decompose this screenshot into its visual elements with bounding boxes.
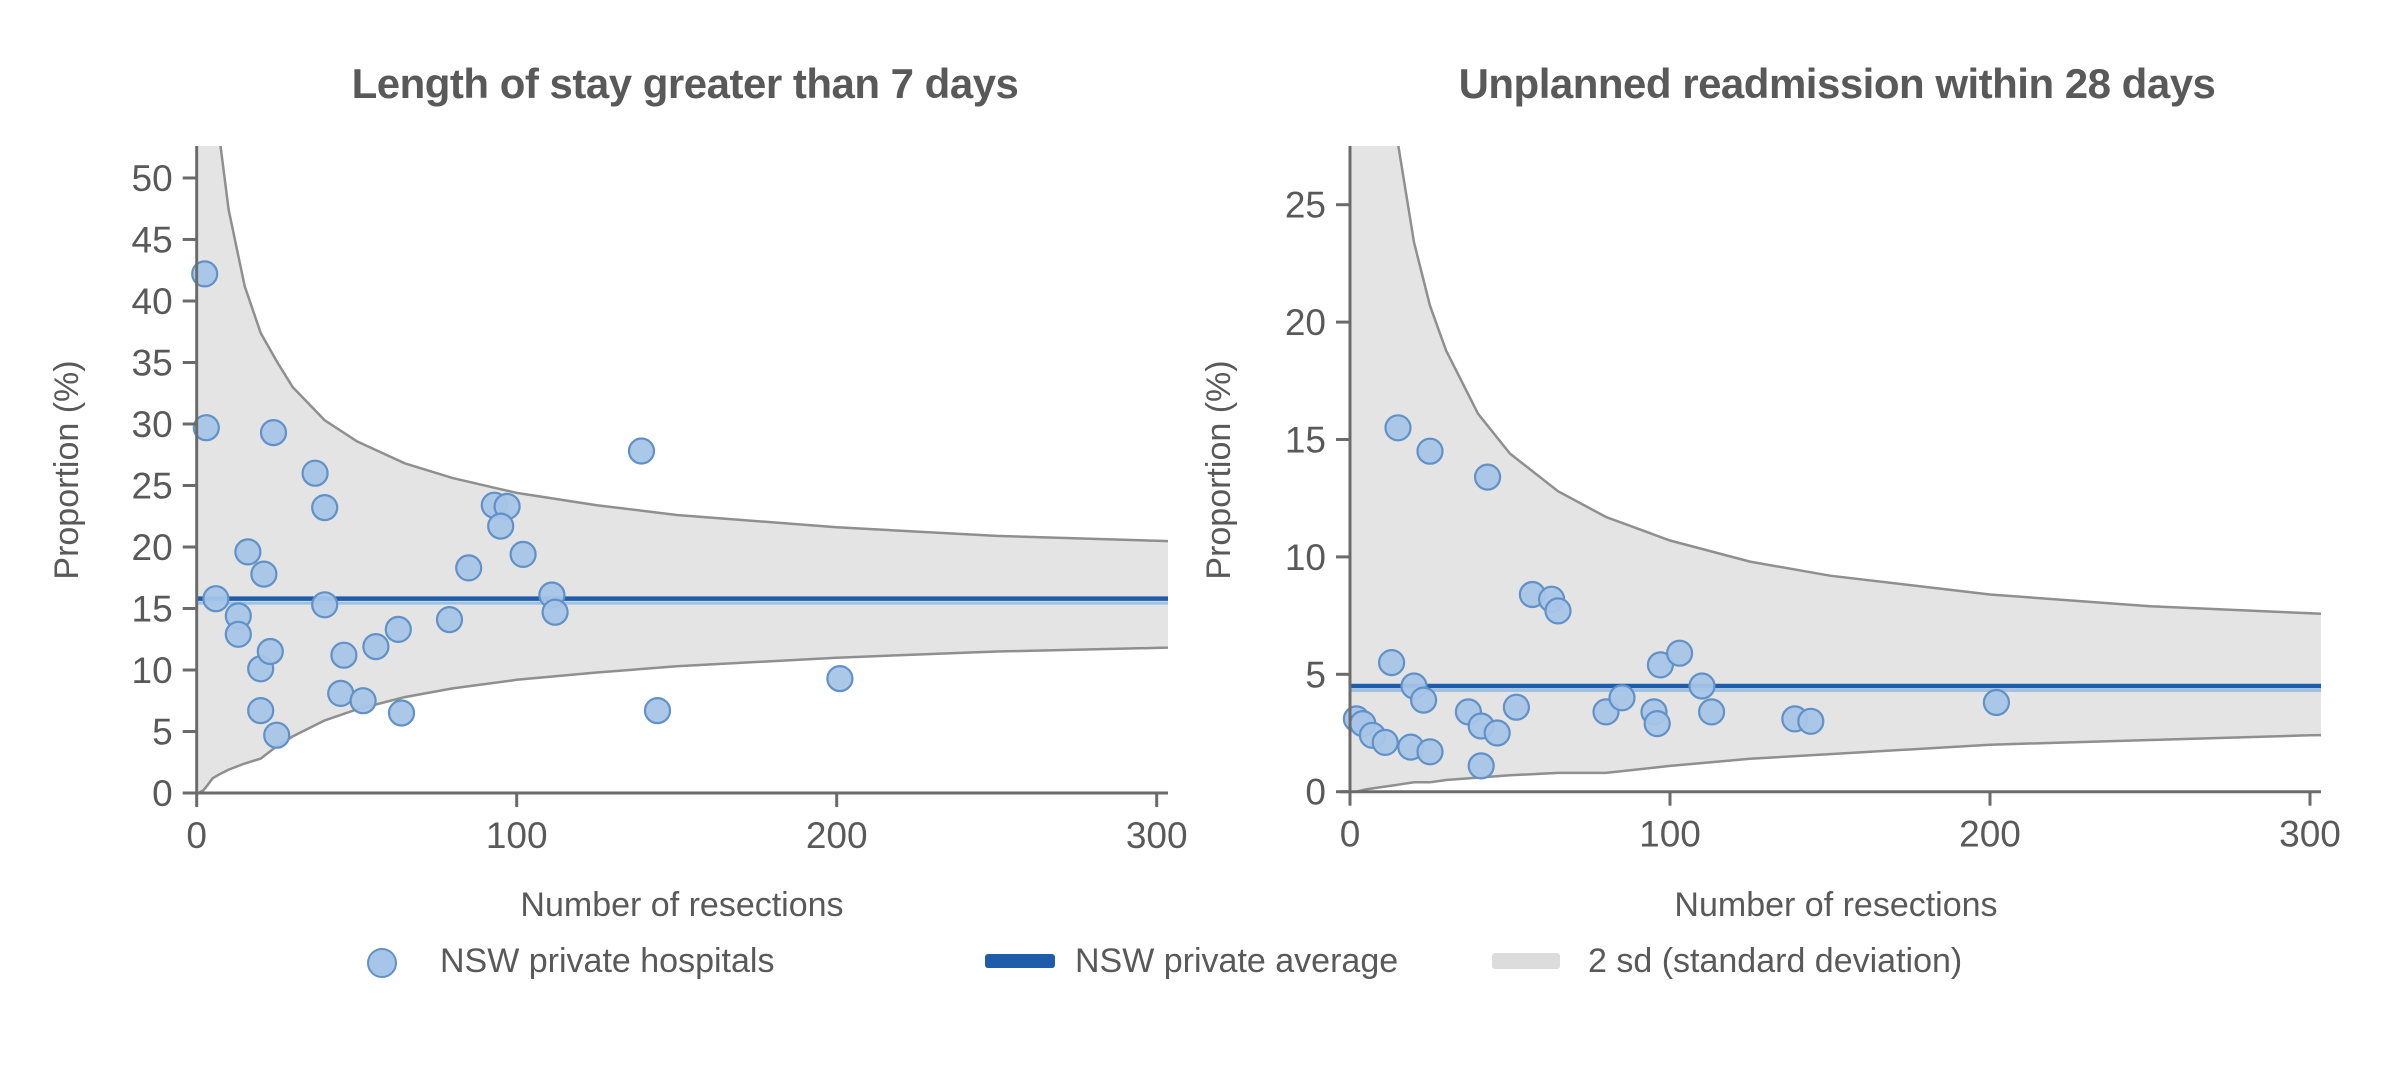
- funnel-lower-limit: [197, 646, 1168, 793]
- hospital-point: [643, 696, 672, 725]
- hospital-point: [191, 260, 219, 288]
- legend-label-2sd: 2 sd (standard deviation): [1588, 942, 1963, 980]
- funnel-upper-limit: [1397, 146, 2321, 616]
- hospital-point: [1608, 684, 1636, 712]
- x-tick-label: 200: [1959, 814, 2021, 855]
- y-tick-label: 0: [1305, 772, 1326, 813]
- hospital-point: [1643, 709, 1671, 738]
- hospital-point: [387, 699, 416, 727]
- hospital-point: [311, 494, 339, 522]
- y-axis-label-left: Proportion (%): [48, 360, 86, 580]
- hospital-point: [509, 540, 537, 569]
- x-axis-label-right: Number of resections: [1674, 886, 1998, 924]
- y-tick-label: 50: [132, 158, 173, 199]
- hospital-point: [1416, 738, 1444, 766]
- hospital-point: [1377, 648, 1406, 677]
- y-tick-label: 0: [152, 773, 173, 814]
- hospital-point: [192, 414, 220, 442]
- hospital-point: [250, 560, 278, 588]
- hospital-point: [327, 679, 355, 708]
- x-axis-label-left: Number of resections: [520, 886, 844, 924]
- y-tick-label: 20: [1285, 302, 1326, 343]
- funnel-2sd-band: [1351, 146, 2321, 792]
- hospital-point: [1384, 414, 1412, 442]
- legend-hospital-dot-swatch: [367, 948, 397, 978]
- y-tick-label: 45: [132, 219, 173, 260]
- hospital-point: [1697, 698, 1726, 726]
- hospital-point: [1483, 719, 1511, 747]
- x-tick-label: 300: [2279, 814, 2341, 855]
- legend-2sd-band-swatch: [1492, 953, 1560, 969]
- y-tick-label: 5: [1305, 654, 1326, 695]
- hospital-point: [1982, 688, 2011, 717]
- hospital-point: [1371, 728, 1399, 757]
- x-tick-label: 100: [486, 815, 548, 856]
- hospital-point: [826, 664, 854, 693]
- y-tick-label: 15: [1285, 420, 1326, 461]
- y-tick-label: 15: [132, 588, 173, 629]
- funnel-lower-limit: [1351, 733, 2321, 792]
- hospital-point: [202, 585, 230, 613]
- x-tick-label: 100: [1639, 814, 1701, 855]
- x-tick-label: 0: [186, 815, 207, 856]
- hospital-point: [487, 512, 515, 540]
- hospital-point: [349, 687, 377, 715]
- hospital-point: [247, 696, 275, 725]
- hospital-point: [1797, 707, 1825, 735]
- y-tick-label: 40: [132, 281, 173, 322]
- y-tick-label: 25: [1285, 185, 1326, 226]
- plot-area: [1350, 146, 2321, 792]
- hospital-point: [362, 632, 390, 661]
- y-tick-label: 10: [132, 650, 173, 691]
- hospital-point: [1544, 597, 1572, 625]
- hospital-point: [330, 641, 358, 669]
- x-tick-label: 300: [1126, 815, 1188, 856]
- hospital-point: [224, 620, 252, 648]
- hospital-point: [1473, 463, 1502, 491]
- hospital-point: [256, 637, 284, 666]
- hospital-point: [1467, 752, 1495, 780]
- hospital-point: [1665, 639, 1694, 667]
- y-tick-label: 30: [132, 404, 173, 445]
- hospital-point: [384, 615, 412, 644]
- y-tick-label: 20: [132, 527, 173, 568]
- legend-average-line-swatch: [985, 954, 1055, 968]
- hospital-point: [541, 598, 569, 626]
- y-tick-label: 35: [132, 342, 173, 383]
- y-tick-label: 25: [132, 465, 173, 506]
- hospital-point: [435, 605, 464, 634]
- hospital-point: [1416, 437, 1444, 465]
- hospital-point: [1688, 672, 1716, 700]
- chart-title-readmission: Unplanned readmission within 28 days: [1458, 60, 2216, 107]
- funnel-2sd-band: [198, 146, 1168, 793]
- funnel-upper-limit: [219, 146, 1168, 543]
- hospital-point: [259, 419, 288, 447]
- hospital-point: [301, 459, 329, 487]
- hospital-point: [1502, 693, 1531, 721]
- hospital-point: [455, 554, 483, 582]
- y-tick-label: 5: [152, 711, 173, 752]
- y-axis-label-right: Proportion (%): [1200, 360, 1238, 580]
- hospital-point: [311, 591, 339, 619]
- hospital-point: [1409, 686, 1438, 714]
- x-tick-label: 0: [1340, 814, 1361, 855]
- chart-title-length-of-stay: Length of stay greater than 7 days: [351, 60, 1019, 107]
- hospital-point: [234, 538, 262, 566]
- plot-area: [196, 146, 1168, 793]
- hospital-point: [627, 437, 656, 465]
- hospital-point: [263, 721, 291, 749]
- legend-label-hospitals: NSW private hospitals: [440, 942, 775, 980]
- y-tick-label: 10: [1285, 537, 1326, 578]
- legend-label-average: NSW private average: [1075, 942, 1399, 980]
- x-tick-label: 200: [806, 815, 868, 856]
